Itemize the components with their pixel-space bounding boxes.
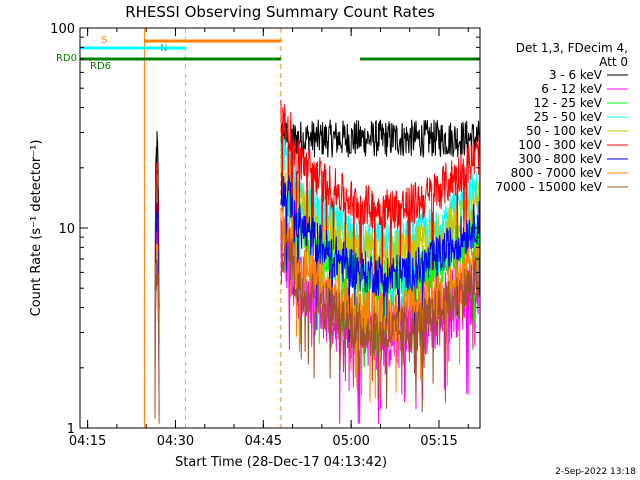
status-label-rd6: RD6: [90, 61, 111, 72]
x-tick-label-0: 04:15: [69, 434, 106, 449]
legend-label-0: 3 - 6 keV: [549, 68, 603, 82]
plot-area: S N RD6: [79, 28, 481, 428]
series-line-6: [154, 172, 481, 384]
legend-label-1: 6 - 12 keV: [541, 82, 603, 96]
legend-label-3: 25 - 50 keV: [534, 110, 603, 124]
chart-title: RHESSI Observing Summary Count Rates: [125, 3, 435, 21]
footer-timestamp: 2-Sep-2022 13:18: [555, 467, 636, 477]
x-axis-label: Start Time (28-Dec-17 04:13:42): [175, 455, 387, 470]
legend-label-8: 7000 - 15000 keV: [495, 180, 602, 194]
axes: RD0 1 10 100 04:15 04:30 04:45 05:00 05:15: [50, 22, 480, 449]
status-label-s: S: [101, 35, 107, 46]
x-tick-label-3: 05:00: [332, 434, 369, 449]
y-tick-label-0: 1: [67, 422, 75, 437]
series-line-8: [154, 220, 481, 424]
legend-label-2: 12 - 25 keV: [534, 96, 603, 110]
legend-label-5: 100 - 300 keV: [518, 138, 602, 152]
legend-header-line-1: Det 1,3, FDecim 4,: [516, 41, 628, 55]
status-label-n: N: [160, 43, 167, 54]
x-tick-label-1: 04:30: [157, 434, 194, 449]
legend-header-line-2: Att 0: [599, 55, 628, 69]
legend-label-7: 800 - 7000 keV: [511, 166, 603, 180]
y-axis-label: Count Rate (s⁻¹ detector⁻¹): [29, 140, 44, 317]
y-tick-label-1: 10: [58, 222, 75, 237]
status-side-label-rd0: RD0: [56, 53, 77, 64]
series-line-0: [154, 119, 481, 308]
legend-label-6: 300 - 800 keV: [518, 152, 602, 166]
x-tick-label-2: 04:45: [245, 434, 282, 449]
x-tick-label-4: 05:15: [420, 434, 457, 449]
legend-label-4: 50 - 100 keV: [526, 124, 603, 138]
y-tick-label-2: 100: [50, 22, 75, 37]
